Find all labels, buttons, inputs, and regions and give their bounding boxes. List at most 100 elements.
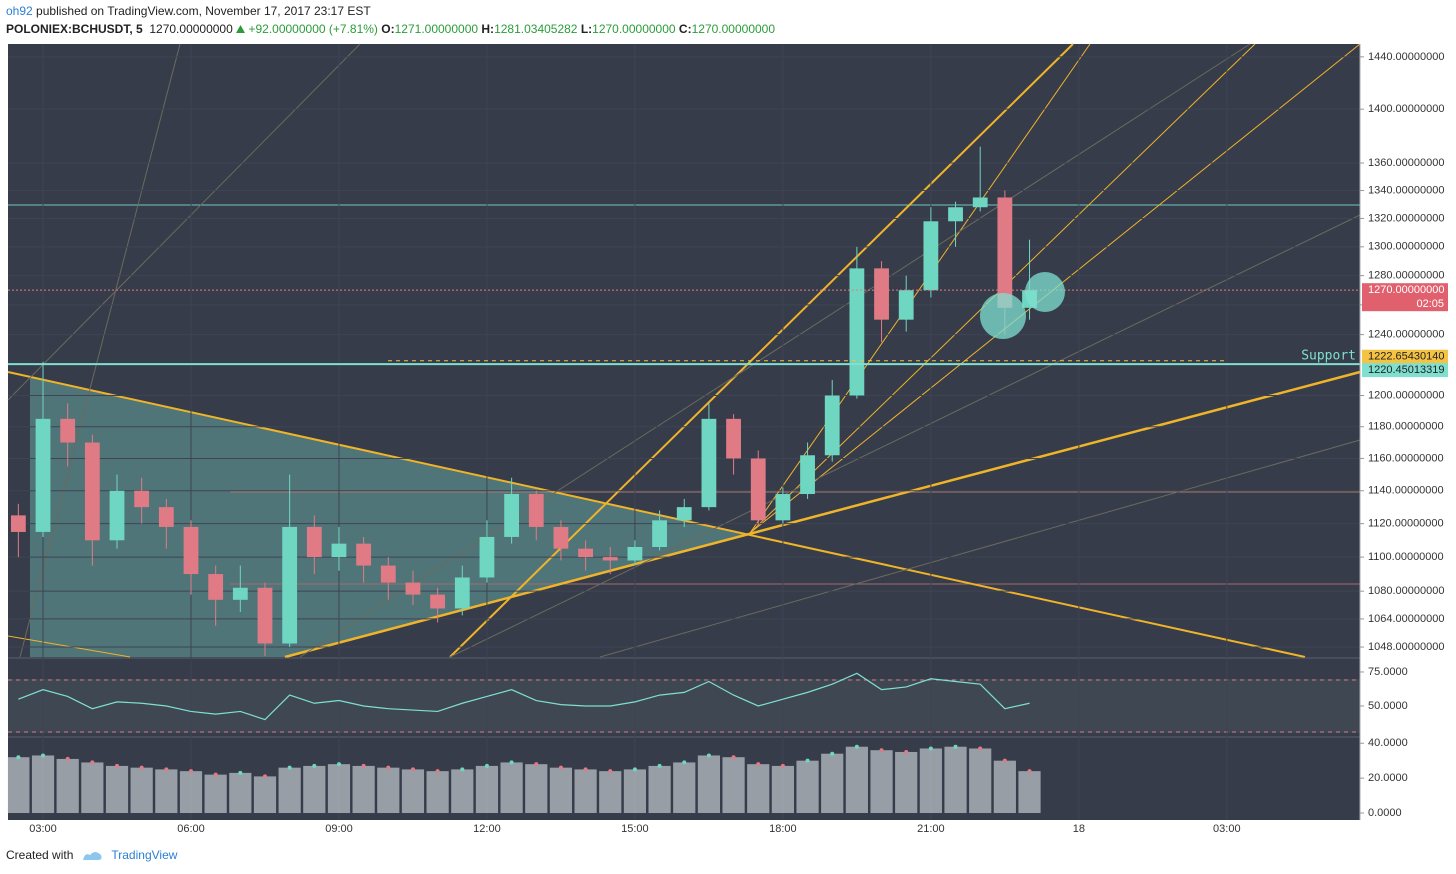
hist-bar bbox=[845, 746, 868, 814]
candle-body bbox=[627, 546, 643, 561]
x-tick-label: 06:00 bbox=[177, 823, 205, 835]
hist-dot bbox=[262, 774, 267, 779]
hist-bar bbox=[574, 769, 597, 814]
hist-dot bbox=[484, 763, 489, 768]
hist-dot bbox=[756, 762, 761, 767]
y-tick-label: 1440.00000000 bbox=[1368, 51, 1444, 63]
hist-bar bbox=[303, 765, 326, 814]
hist-bar bbox=[451, 769, 474, 814]
candle-body bbox=[232, 587, 248, 600]
hist-bar bbox=[771, 765, 794, 814]
hist-bar bbox=[327, 764, 351, 814]
hist-dot bbox=[657, 763, 662, 768]
hist-dot bbox=[312, 763, 317, 768]
candle-body bbox=[504, 494, 520, 537]
hist-dot bbox=[41, 753, 46, 758]
hist-dot bbox=[1002, 758, 1007, 763]
y-tick-label: 1048.00000000 bbox=[1368, 641, 1444, 653]
hist-dot bbox=[361, 763, 366, 768]
hist-bar bbox=[377, 767, 400, 814]
candle-body bbox=[898, 290, 914, 320]
hist-bar bbox=[821, 753, 844, 814]
fan-line bbox=[19, 43, 181, 658]
ohlc-value: 1271.00000000 bbox=[394, 22, 479, 36]
hist-dot bbox=[1027, 769, 1032, 774]
trend-line bbox=[7, 635, 131, 658]
price-label: 1222.65430140 bbox=[1368, 351, 1444, 363]
hist-dot bbox=[632, 767, 637, 772]
candle-body bbox=[109, 490, 125, 541]
hist-bar bbox=[401, 769, 425, 814]
candle-body bbox=[676, 507, 692, 521]
hist-dot bbox=[16, 755, 21, 760]
created-with: Created with bbox=[6, 848, 74, 862]
trend-line bbox=[7, 371, 1306, 658]
hist-bar bbox=[673, 762, 696, 814]
hist-bar bbox=[426, 771, 449, 814]
hist-bar bbox=[697, 755, 721, 814]
hist-dot bbox=[953, 744, 958, 749]
last-price-box bbox=[1362, 283, 1448, 312]
hist-bar bbox=[105, 765, 129, 814]
up-arrow bbox=[236, 25, 246, 33]
hist-dot bbox=[706, 753, 711, 758]
author[interactable]: oh92 bbox=[6, 4, 33, 18]
hist-dot bbox=[336, 762, 341, 767]
hist-bar bbox=[278, 767, 301, 814]
price-label-box bbox=[1362, 363, 1448, 378]
hist-bar bbox=[253, 776, 277, 814]
hist-bar bbox=[500, 762, 523, 814]
hist-dot bbox=[978, 746, 983, 751]
y-tick-label: 1100.00000000 bbox=[1368, 551, 1444, 563]
candle-body bbox=[208, 574, 224, 600]
ohlc-value: 1270.00000000 bbox=[592, 22, 676, 36]
hist-bar bbox=[525, 764, 548, 814]
x-tick-label: 15:00 bbox=[621, 823, 649, 835]
x-tick-label: 12:00 bbox=[473, 823, 501, 835]
candle-body bbox=[306, 526, 322, 558]
ohlc-name: O: bbox=[381, 22, 395, 36]
hist-dot bbox=[583, 767, 588, 772]
hist-dot bbox=[164, 767, 169, 772]
hist-bar bbox=[919, 748, 942, 814]
hist-bar bbox=[352, 765, 375, 814]
hist-bar bbox=[229, 772, 252, 814]
hist-dot bbox=[410, 767, 415, 772]
hist-bar bbox=[623, 769, 647, 814]
hist-dot bbox=[435, 769, 440, 774]
hist-bar bbox=[56, 758, 79, 814]
hist-bar bbox=[796, 760, 819, 814]
hist-bar bbox=[475, 765, 499, 814]
hist-bar bbox=[895, 751, 918, 814]
time-axis bbox=[8, 820, 1360, 838]
candle-body bbox=[972, 197, 988, 208]
hist-dot bbox=[854, 744, 859, 749]
brand[interactable]: TradingView bbox=[111, 848, 178, 862]
hist-bar bbox=[155, 769, 178, 814]
candle-body bbox=[479, 536, 495, 578]
support-label: Support bbox=[1301, 349, 1356, 364]
hist-dot bbox=[780, 763, 785, 768]
hist-dot bbox=[534, 762, 539, 767]
candle-body bbox=[380, 565, 396, 583]
price-label: 1220.45013319 bbox=[1368, 364, 1444, 376]
y-tick-label: 0.0000 bbox=[1368, 807, 1402, 819]
candle-body bbox=[923, 221, 939, 291]
y-tick-label: 50.0000 bbox=[1368, 700, 1408, 712]
y-tick-label: 40.0000 bbox=[1368, 737, 1408, 749]
hist-dot bbox=[65, 756, 70, 761]
fan-line bbox=[599, 439, 1361, 658]
y-tick-label: 20.0000 bbox=[1368, 772, 1408, 784]
rsi-band bbox=[8, 679, 1360, 733]
change: +92.00000000 bbox=[248, 22, 326, 36]
candle-body bbox=[35, 418, 51, 532]
candle-body bbox=[454, 577, 470, 609]
hist-bar bbox=[31, 755, 55, 814]
hist-bar bbox=[1018, 771, 1041, 814]
footer: Created with TradingView bbox=[6, 848, 177, 862]
hist-dot bbox=[608, 769, 613, 774]
hist-dot bbox=[238, 770, 243, 775]
y-tick-label: 1200.00000000 bbox=[1368, 389, 1444, 401]
fan-line bbox=[749, 43, 1091, 534]
